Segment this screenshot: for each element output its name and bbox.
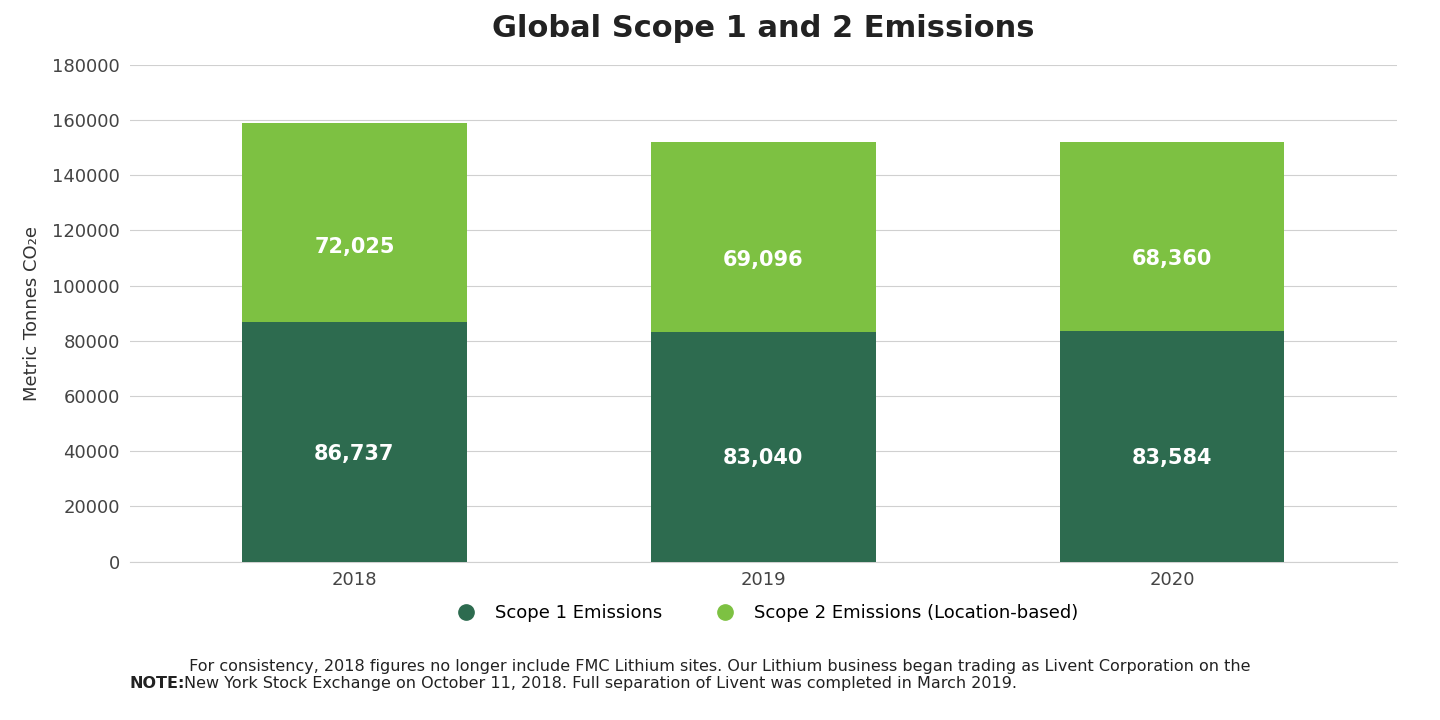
Text: 72,025: 72,025 bbox=[314, 237, 395, 256]
Y-axis label: Metric Tonnes CO₂e: Metric Tonnes CO₂e bbox=[23, 225, 40, 401]
Bar bbox=[651, 142, 876, 333]
Text: NOTE:: NOTE: bbox=[130, 676, 184, 691]
Bar bbox=[242, 123, 467, 323]
Text: 83,584: 83,584 bbox=[1132, 448, 1212, 468]
Text: 69,096: 69,096 bbox=[723, 250, 804, 270]
Bar bbox=[242, 323, 467, 562]
Text: 68,360: 68,360 bbox=[1132, 249, 1212, 269]
Legend: Scope 1 Emissions, Scope 2 Emissions (Location-based): Scope 1 Emissions, Scope 2 Emissions (Lo… bbox=[441, 597, 1086, 629]
Title: Global Scope 1 and 2 Emissions: Global Scope 1 and 2 Emissions bbox=[492, 14, 1034, 43]
Text: 86,737: 86,737 bbox=[314, 444, 395, 464]
Bar bbox=[1060, 143, 1284, 331]
Bar bbox=[1060, 331, 1284, 562]
Bar bbox=[651, 333, 876, 562]
Text: For consistency, 2018 figures no longer include FMC Lithium sites. Our Lithium b: For consistency, 2018 figures no longer … bbox=[184, 659, 1251, 691]
Text: 83,040: 83,040 bbox=[723, 449, 804, 469]
